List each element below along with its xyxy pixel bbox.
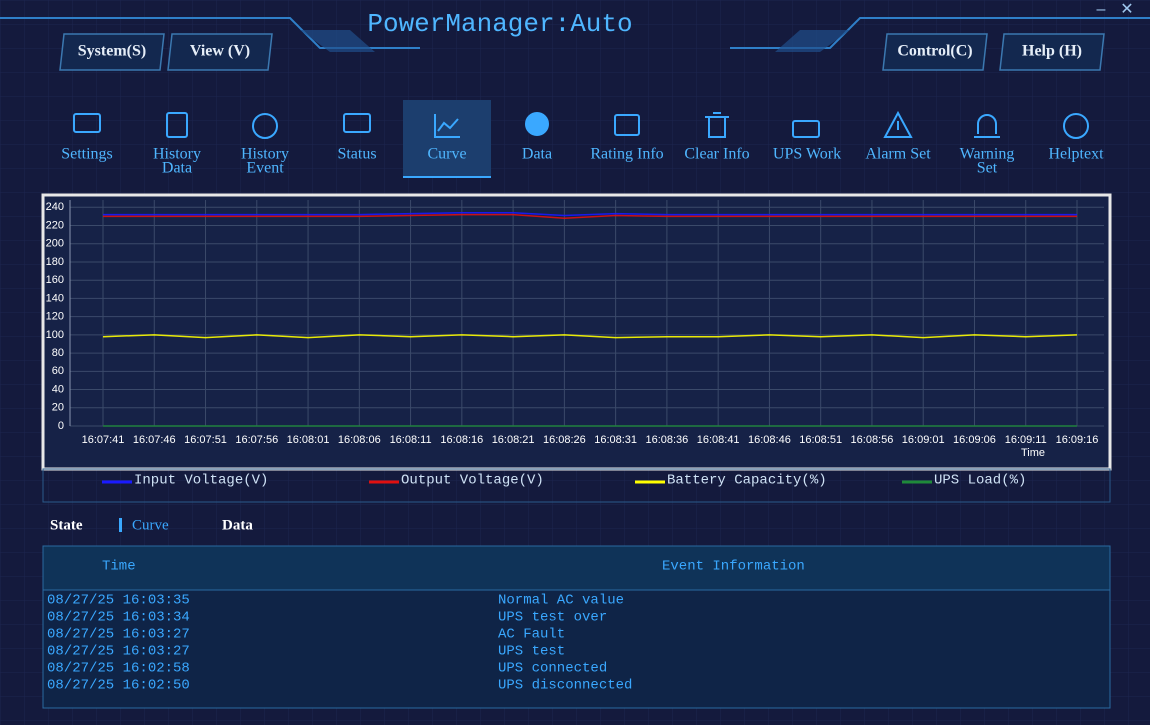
y-tick-label: 240 — [46, 201, 64, 213]
tool-label: Data — [522, 146, 552, 163]
legend-label[interactable]: Input Voltage(V) — [134, 473, 268, 489]
tool-label: Settings — [61, 146, 113, 163]
tool-label: Helptext — [1048, 146, 1104, 163]
x-tick-label: 16:07:41 — [82, 434, 125, 446]
close-button[interactable]: ✕ — [1120, 1, 1133, 18]
y-tick-label: 200 — [46, 238, 64, 250]
legend-label[interactable]: Battery Capacity(%) — [667, 473, 827, 489]
tab[interactable]: Curve — [132, 517, 169, 533]
table-cell: UPS test — [498, 644, 565, 660]
x-tick-label: 16:09:16 — [1056, 434, 1099, 446]
tool-label: Rating Info — [590, 146, 663, 163]
x-tick-label: 16:08:21 — [492, 434, 535, 446]
y-tick-label: 0 — [58, 420, 64, 432]
tool-label: Set — [977, 160, 998, 177]
table-cell: AC Fault — [498, 627, 565, 643]
y-tick-label: 40 — [52, 383, 64, 395]
tab-indicator — [119, 518, 122, 532]
y-tick-label: 120 — [46, 311, 64, 323]
x-tick-label: 16:07:51 — [184, 434, 227, 446]
x-tick-label: 16:08:36 — [645, 434, 688, 446]
y-tick-label: 60 — [52, 365, 64, 377]
tab[interactable]: State — [50, 517, 83, 533]
column-header: Time — [102, 559, 136, 575]
x-tick-label: 16:08:56 — [851, 434, 894, 446]
tool-button[interactable] — [313, 100, 401, 178]
menu-label: System(S) — [78, 43, 146, 60]
y-tick-label: 220 — [46, 219, 64, 231]
table-cell: UPS disconnected — [498, 678, 632, 694]
tool-button[interactable] — [673, 100, 761, 178]
x-tick-label: 16:07:46 — [133, 434, 176, 446]
tool-button[interactable] — [583, 100, 671, 178]
column-header: Event Information — [662, 559, 805, 575]
chart-frame — [43, 195, 1110, 469]
x-tick-label: 16:07:56 — [235, 434, 278, 446]
menu-label: Control(C) — [897, 43, 972, 60]
tool-label: Data — [162, 160, 192, 177]
table-cell: 08/27/25 16:02:58 — [47, 661, 190, 677]
x-tick-label: 16:08:11 — [390, 434, 432, 446]
x-tick-label: 16:08:06 — [338, 434, 381, 446]
table-cell: 08/27/25 16:03:34 — [47, 610, 190, 626]
x-tick-label: 16:09:11 — [1005, 434, 1047, 446]
tool-icon — [526, 113, 548, 135]
y-tick-label: 20 — [52, 402, 64, 414]
y-tick-label: 100 — [46, 329, 64, 341]
x-tick-label: 16:08:16 — [440, 434, 483, 446]
x-tick-label: 16:09:01 — [902, 434, 945, 446]
tool-label: Curve — [427, 146, 466, 163]
tool-label: Status — [337, 146, 376, 163]
window-title: PowerManager:Auto — [367, 9, 632, 39]
y-tick-label: 140 — [46, 292, 64, 304]
legend-label[interactable]: UPS Load(%) — [934, 473, 1026, 489]
x-tick-label: 16:08:51 — [799, 434, 842, 446]
x-tick-label: 16:08:26 — [543, 434, 586, 446]
tab[interactable]: Data — [222, 517, 253, 533]
event-table-header — [43, 546, 1110, 590]
x-tick-label: 16:08:01 — [287, 434, 330, 446]
tool-button[interactable] — [403, 100, 491, 178]
tool-label: Clear Info — [684, 146, 749, 163]
x-tick-label: 16:08:46 — [748, 434, 791, 446]
x-tick-label: 16:09:06 — [953, 434, 996, 446]
y-tick-label: 180 — [46, 256, 64, 268]
menu-label: Help (H) — [1022, 43, 1082, 60]
minimize-button[interactable]: – — [1097, 1, 1106, 18]
y-tick-label: 160 — [46, 274, 64, 286]
table-cell: 08/27/25 16:03:35 — [47, 593, 190, 609]
tool-button[interactable] — [493, 100, 581, 178]
table-cell: UPS test over — [498, 610, 607, 626]
tool-label: UPS Work — [773, 146, 841, 163]
table-cell: Normal AC value — [498, 593, 624, 609]
x-axis-label: Time — [1021, 447, 1045, 459]
y-tick-label: 80 — [52, 347, 64, 359]
table-cell: 08/27/25 16:03:27 — [47, 627, 190, 643]
tool-button[interactable] — [763, 100, 851, 178]
tool-label: Alarm Set — [865, 146, 931, 163]
menu-label: View (V) — [190, 43, 250, 60]
tool-label: Event — [246, 160, 284, 177]
legend-label[interactable]: Output Voltage(V) — [401, 473, 544, 489]
x-tick-label: 16:08:31 — [594, 434, 637, 446]
table-cell: 08/27/25 16:02:50 — [47, 678, 190, 694]
tool-button[interactable] — [43, 100, 131, 178]
table-cell: UPS connected — [498, 661, 607, 677]
x-tick-label: 16:08:41 — [697, 434, 740, 446]
table-cell: 08/27/25 16:03:27 — [47, 644, 190, 660]
